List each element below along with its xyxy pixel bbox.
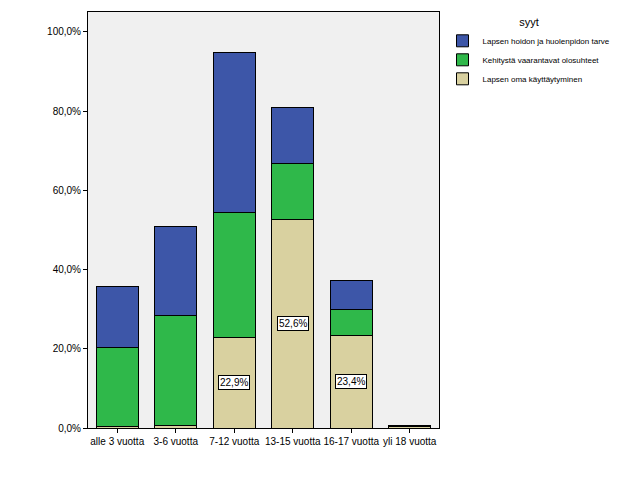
svg-text:yli 18 vuotta: yli 18 vuotta: [383, 436, 437, 447]
svg-text:Lapsen hoidon ja huolenpidon t: Lapsen hoidon ja huolenpidon tarve: [483, 37, 610, 46]
svg-text:100,0%: 100,0%: [47, 26, 81, 37]
svg-text:13-15 vuotta: 13-15 vuotta: [265, 436, 321, 447]
svg-text:60,0%: 60,0%: [53, 185, 81, 196]
svg-text:alle 3 vuotta: alle 3 vuotta: [90, 436, 144, 447]
svg-text:40,0%: 40,0%: [53, 264, 81, 275]
svg-text:Kehitystä vaarantavat olosuhte: Kehitystä vaarantavat olosuhteet: [483, 56, 600, 65]
svg-text:22,9%: 22,9%: [220, 377, 248, 388]
svg-text:Lapsen oma käyttäytyminen: Lapsen oma käyttäytyminen: [483, 75, 583, 84]
svg-text:0,0%: 0,0%: [58, 423, 81, 434]
svg-text:syyt: syyt: [519, 16, 539, 28]
svg-text:3-6 vuotta: 3-6 vuotta: [154, 436, 199, 447]
svg-text:20,0%: 20,0%: [53, 343, 81, 354]
svg-text:52,6%: 52,6%: [279, 318, 307, 329]
svg-text:16-17 vuotta: 16-17 vuotta: [323, 436, 379, 447]
svg-text:7-12 vuotta: 7-12 vuotta: [209, 436, 259, 447]
svg-text:23,4%: 23,4%: [337, 376, 365, 387]
svg-text:80,0%: 80,0%: [53, 106, 81, 117]
